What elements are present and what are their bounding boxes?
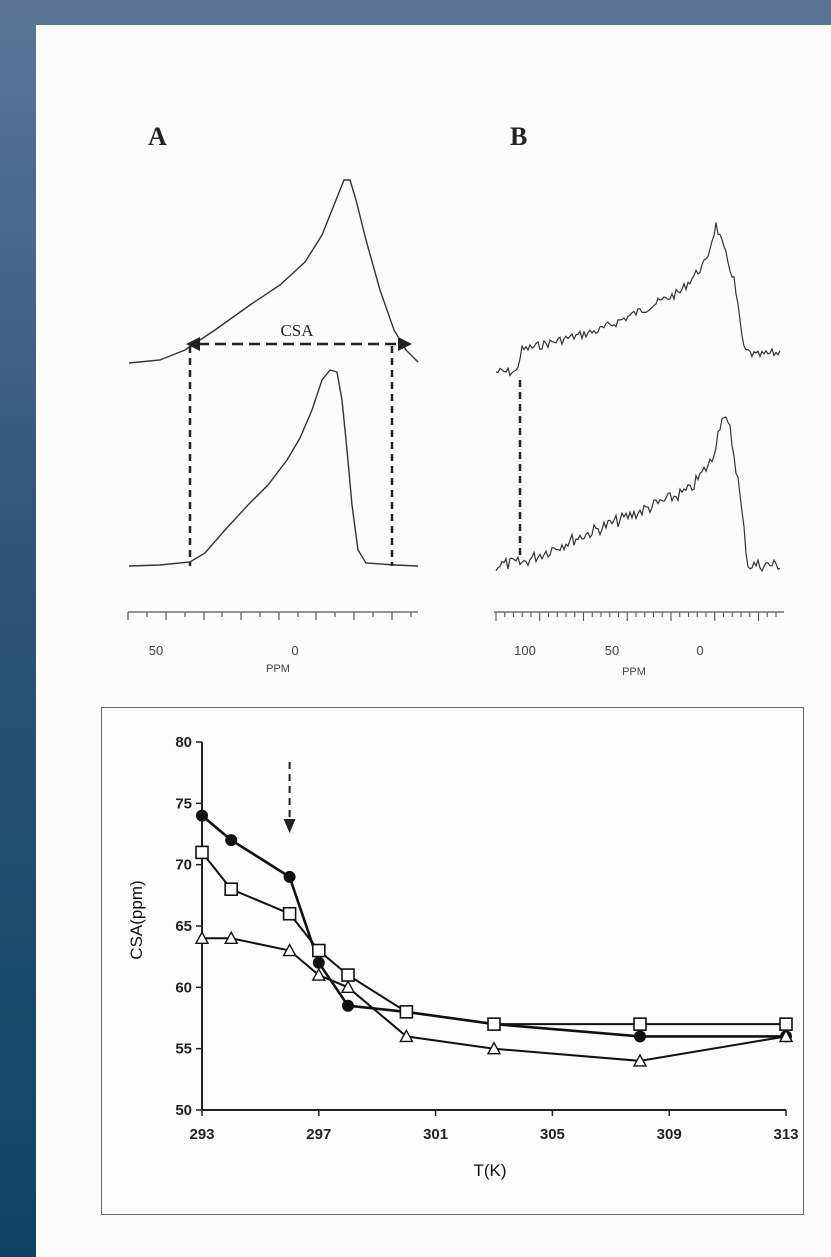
panel-b-tick-100: 100 <box>514 643 536 658</box>
x-axis-title: T(K) <box>473 1161 506 1180</box>
csa-temperature-chart: 50 55 60 65 70 75 80 293 297 301 305 309 313 T(K) CS… <box>101 707 804 1215</box>
y-tick-label: 50 <box>175 1102 192 1119</box>
csa-arrow-left-head <box>186 337 200 351</box>
data-point-triangle <box>282 943 297 957</box>
series-open-square <box>195 845 793 1031</box>
data-point-square <box>633 1017 647 1031</box>
chart-annotation <box>283 762 296 833</box>
data-point-triangle <box>399 1028 414 1043</box>
data-point-square <box>224 882 238 896</box>
data-point-circle <box>283 870 296 883</box>
y-axis-title: CSA(ppm) <box>127 880 146 959</box>
panel-a-tick-0: 0 <box>291 643 298 658</box>
data-point-triangle <box>632 1053 648 1067</box>
x-tick-label: 305 <box>540 1126 565 1143</box>
chart-series <box>194 809 794 1067</box>
panel-a-unit: PPM <box>266 663 290 675</box>
data-point-triangle <box>778 1028 794 1043</box>
chart-tick-labels: 50 55 60 65 70 75 80 293 297 301 305 309 313 <box>175 734 798 1143</box>
x-tick-label: 309 <box>657 1126 682 1143</box>
series-open-triangle <box>194 930 794 1067</box>
panel-b-ppm-axis: 100 50 0 PPM <box>494 611 784 678</box>
x-tick-label: 293 <box>189 1126 214 1143</box>
x-tick-label: 297 <box>306 1126 331 1143</box>
data-point-triangle <box>224 930 239 944</box>
data-point-square <box>282 906 297 921</box>
data-point-square <box>779 1017 793 1031</box>
panel-b-label: B <box>510 122 527 151</box>
panel-a-tick-50: 50 <box>149 643 163 658</box>
panel-b-tick-0: 0 <box>696 643 703 658</box>
data-point-triangle <box>340 979 356 994</box>
csa-arrow-right-head <box>398 337 412 351</box>
chart-axes <box>196 741 787 1116</box>
nmr-spectra-panels: A B CSA 50 0 PPM 100 50 0 PPM <box>127 122 784 678</box>
data-point-circle <box>312 956 325 969</box>
data-point-triangle <box>194 930 210 944</box>
y-tick-label: 70 <box>175 857 192 874</box>
panel-a-label: A <box>148 122 167 151</box>
data-point-circle <box>196 809 208 822</box>
data-point-square <box>399 1005 414 1019</box>
data-point-triangle <box>486 1041 502 1055</box>
panel-b-tick-50: 50 <box>605 643 619 658</box>
x-tick-label: 301 <box>423 1126 448 1143</box>
data-point-square <box>312 943 326 958</box>
data-point-square <box>487 1017 501 1031</box>
data-point-circle <box>342 999 354 1012</box>
y-tick-label: 80 <box>175 734 192 751</box>
data-point-circle <box>634 1030 646 1043</box>
transition-arrow-head <box>283 819 296 833</box>
data-point-circle <box>225 834 238 847</box>
series-line <box>201 814 786 1038</box>
panel-a-ppm-axis: 50 0 PPM <box>127 611 418 675</box>
data-point-triangle <box>311 967 326 981</box>
panel-b-upper-spectrum <box>495 222 781 377</box>
panel-a-lower-spectrum <box>128 369 419 567</box>
x-tick-label: 313 <box>773 1126 798 1143</box>
y-tick-label: 65 <box>175 918 192 935</box>
data-point-square <box>341 968 355 982</box>
series-filled-circle <box>196 809 792 1043</box>
panel-b-lower-spectrum <box>495 416 781 573</box>
csa-label: CSA <box>280 321 314 340</box>
panel-b-unit: PPM <box>622 666 646 678</box>
data-point-square <box>195 845 209 860</box>
y-tick-label: 55 <box>175 1041 192 1058</box>
panel-a-upper-spectrum <box>128 179 419 364</box>
y-tick-label: 75 <box>175 795 192 812</box>
y-tick-label: 60 <box>175 979 192 996</box>
chart-svg: 50 55 60 65 70 75 80 293 297 301 305 309 313 T(K) CS… <box>127 734 799 1180</box>
